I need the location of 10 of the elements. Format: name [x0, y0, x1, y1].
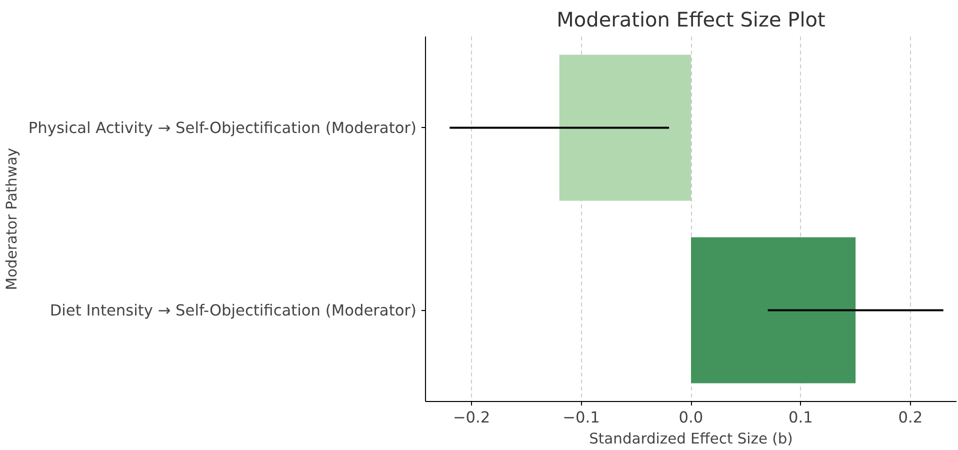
x-tick-label: −0.1	[562, 408, 600, 426]
x-tick-label: 0.1	[788, 408, 813, 426]
y-tick-label: Diet Intensity → Self-Objectification (Moderator)	[50, 301, 417, 320]
y-tick-label: Physical Activity → Self-Objectification (Moderator)	[28, 118, 417, 137]
x-tick-label: 0.2	[898, 408, 923, 426]
chart-title: Moderation Effect Size Plot	[556, 8, 826, 32]
y-axis-title: Moderator Pathway	[3, 148, 20, 290]
x-tick-label: 0.0	[678, 408, 704, 426]
x-tick-label: −0.2	[452, 408, 490, 426]
x-axis-title: Standardized Effect Size (b)	[589, 430, 793, 448]
